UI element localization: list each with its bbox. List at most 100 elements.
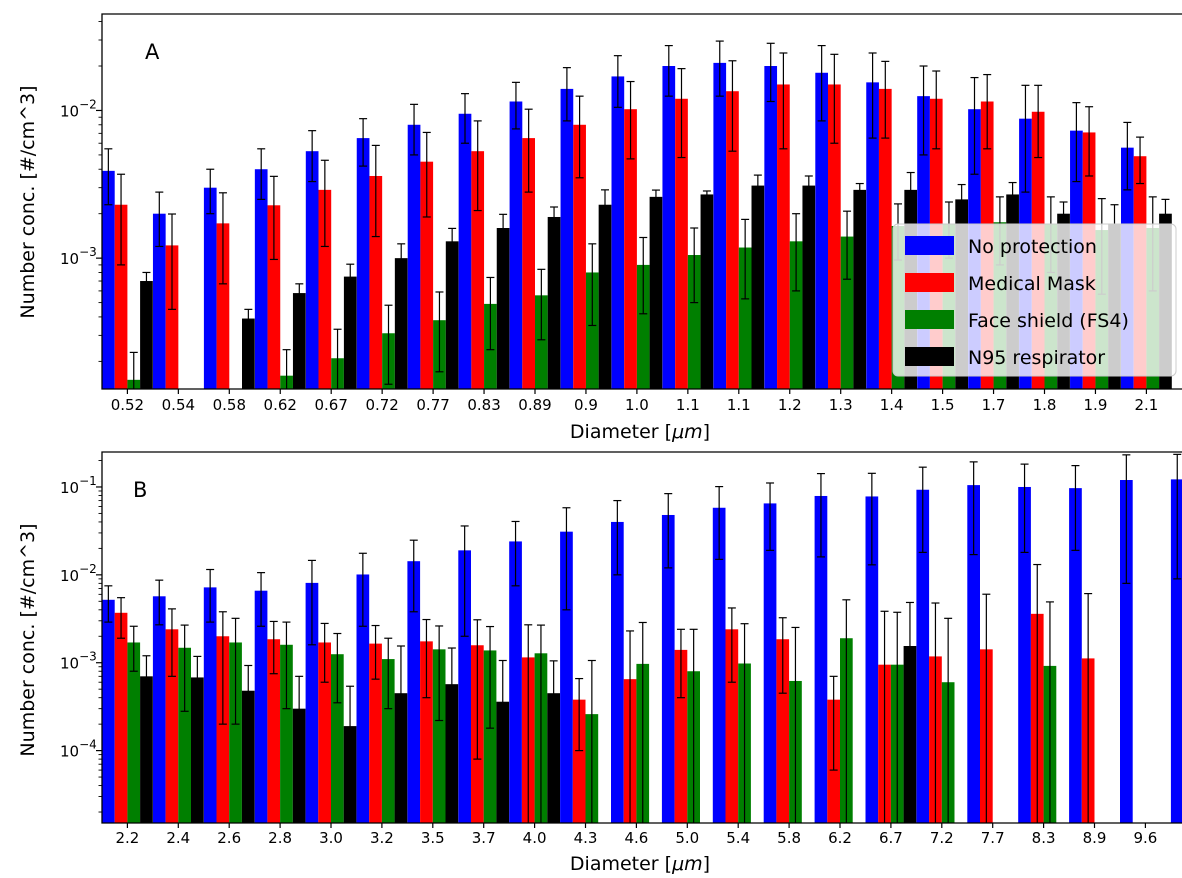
error-bar-no-protection-8 xyxy=(511,81,520,130)
error-bar-no-protection-2 xyxy=(206,568,215,623)
bar-medical-mask-11 xyxy=(675,98,688,389)
bar-no-protection-9 xyxy=(560,531,573,823)
error-bar-medical-mask-11 xyxy=(676,628,685,699)
bar-no-protection-3 xyxy=(254,169,268,389)
error-bar-no-protection-21 xyxy=(1173,453,1182,580)
bar-medical-mask-4 xyxy=(318,642,331,823)
y-tick-label-0: 10−4 xyxy=(60,738,97,761)
x-tick-label-20: 9.6 xyxy=(1133,829,1157,847)
x-tick-label-3: 0.62 xyxy=(264,396,297,414)
bar-no-protection-7 xyxy=(458,113,472,389)
bar-medical-mask-9 xyxy=(573,124,586,389)
error-bar-n95-respirator-8 xyxy=(550,206,559,230)
error-bar-no-protection-6 xyxy=(410,103,419,156)
error-bar-n95-respirator-9 xyxy=(601,189,609,225)
bar-face-shield-fs4-1 xyxy=(178,647,191,823)
bar-face-shield-fs4-12 xyxy=(738,247,752,389)
bar-medical-mask-10 xyxy=(624,109,637,389)
error-bar-medical-mask-6 xyxy=(422,131,431,218)
error-bar-medical-mask-9 xyxy=(575,677,584,752)
error-bar-no-protection-12 xyxy=(715,485,724,560)
y-tick-label-1: 10−3 xyxy=(60,650,97,673)
error-bar-n95-respirator-2 xyxy=(244,664,253,798)
error-bar-no-protection-9 xyxy=(562,507,571,611)
error-bar-medical-mask-15 xyxy=(880,610,889,823)
y-tick-label-0: 10−3 xyxy=(60,245,97,268)
bar-face-shield-fs4-5 xyxy=(381,659,395,823)
bar-no-protection-13 xyxy=(763,503,777,823)
error-bar-face-shield-fs4-11 xyxy=(690,227,699,304)
bar-n95-respirator-3 xyxy=(292,293,306,389)
bar-n95-respirator-7 xyxy=(496,228,510,389)
error-bar-n95-respirator-0 xyxy=(142,655,151,725)
series-medical-mask xyxy=(114,563,1095,823)
bar-n95-respirator-8 xyxy=(547,216,561,389)
error-bar-no-protection-10 xyxy=(613,499,622,576)
error-bar-n95-respirator-15 xyxy=(905,601,914,823)
error-bar-medical-mask-0 xyxy=(117,597,126,639)
error-bar-n95-respirator-3 xyxy=(295,675,304,823)
error-bar-n95-respirator-5 xyxy=(396,645,405,823)
panel-b-y-axis-label: Number conc. [#/cm^3] xyxy=(17,523,39,756)
x-tick-label-7: 0.83 xyxy=(467,396,500,414)
error-bar-medical-mask-8 xyxy=(524,108,533,193)
x-tick-label-0: 0.52 xyxy=(111,396,144,414)
error-bar-n95-respirator-10 xyxy=(651,189,660,206)
error-bar-n95-respirator-6 xyxy=(447,647,456,823)
bar-no-protection-12 xyxy=(713,62,727,389)
legend-label-no-protection: No protection xyxy=(968,236,1097,258)
error-bar-face-shield-fs4-16 xyxy=(944,617,953,823)
x-tick-label-6: 0.77 xyxy=(416,396,449,414)
x-tick-label-2: 0.58 xyxy=(213,396,246,414)
x-tick-label-20: 2.1 xyxy=(1134,396,1158,414)
x-tick-label-16: 1.5 xyxy=(931,396,955,414)
panel-a-y-ticks: 10−3 10−2 xyxy=(60,21,102,362)
error-bar-no-protection-19 xyxy=(1072,102,1081,183)
error-bar-face-shield-fs4-3 xyxy=(282,349,291,389)
bar-no-protection-10 xyxy=(611,76,625,389)
error-bar-no-protection-1 xyxy=(155,191,164,248)
x-tick-label-19: 1.9 xyxy=(1084,396,1108,414)
error-bar-face-shield-fs4-4 xyxy=(333,328,342,389)
error-bar-n95-respirator-11 xyxy=(702,190,711,199)
error-bar-medical-mask-16 xyxy=(931,602,940,823)
x-tick-label-12: 1.1 xyxy=(727,396,751,414)
error-bar-n95-respirator-1 xyxy=(193,655,202,729)
error-bar-no-protection-10 xyxy=(613,55,622,108)
legend-swatch-n95 xyxy=(905,347,954,366)
error-bar-no-protection-8 xyxy=(511,520,520,587)
error-bar-face-shield-fs4-12 xyxy=(740,623,749,823)
error-bar-face-shield-fs4-13 xyxy=(791,626,800,823)
x-tick-label-10: 1.0 xyxy=(625,396,649,414)
x-tick-label-2: 2.6 xyxy=(217,829,241,847)
x-tick-label-5: 0.72 xyxy=(365,396,398,414)
error-bar-medical-mask-17 xyxy=(983,73,992,150)
x-tick-label-11: 1.1 xyxy=(676,396,700,414)
error-bar-medical-mask-1 xyxy=(167,608,176,677)
error-bar-medical-mask-13 xyxy=(778,617,787,694)
bar-face-shield-fs4-3 xyxy=(280,644,293,823)
bar-n95-respirator-4 xyxy=(343,276,357,389)
bar-medical-mask-5 xyxy=(369,175,383,389)
error-bar-n95-respirator-7 xyxy=(498,659,507,823)
error-bar-face-shield-fs4-9 xyxy=(588,243,597,327)
error-bar-medical-mask-18 xyxy=(1034,84,1043,159)
bar-medical-mask-11 xyxy=(674,649,688,823)
bar-face-shield-fs4-8 xyxy=(535,295,548,389)
error-bar-medical-mask-12 xyxy=(728,60,737,152)
legend-swatch-medical-mask xyxy=(905,273,954,292)
bar-no-protection-20 xyxy=(1120,480,1133,823)
bar-face-shield-fs4-9 xyxy=(585,272,599,389)
error-bar-no-protection-3 xyxy=(257,572,266,627)
error-bar-face-shield-fs4-0 xyxy=(129,351,138,389)
bar-n95-respirator-12 xyxy=(751,185,765,389)
bar-no-protection-6 xyxy=(407,561,421,823)
x-tick-label-10: 4.6 xyxy=(624,829,648,847)
error-bar-face-shield-fs4-10 xyxy=(639,236,648,315)
error-bar-no-protection-11 xyxy=(664,44,673,97)
bar-no-protection-4 xyxy=(305,151,319,389)
y-tick-label-1: 10−2 xyxy=(60,97,97,120)
error-bar-no-protection-14 xyxy=(817,44,826,122)
legend-label-medical-mask: Medical Mask xyxy=(968,273,1096,295)
x-tick-label-1: 0.54 xyxy=(162,396,195,414)
